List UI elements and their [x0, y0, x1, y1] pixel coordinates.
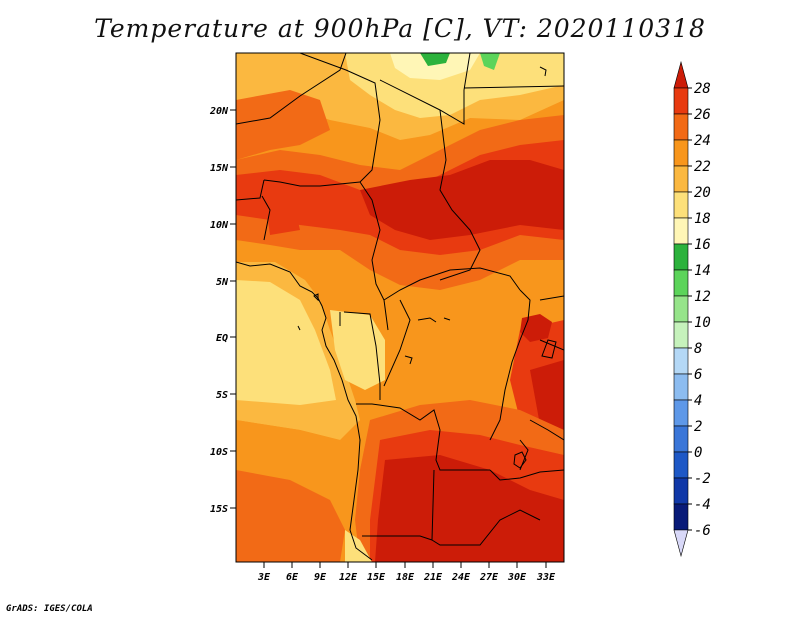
colorbar-swatch — [673, 243, 689, 271]
lat-label: 10S — [210, 447, 228, 458]
lat-label: 15N — [210, 163, 229, 174]
temperature-field — [236, 53, 564, 562]
colorbar-swatch — [673, 503, 689, 531]
lon-label: 12E — [339, 572, 358, 583]
colorbar-swatch — [673, 321, 689, 349]
colorbar-swatch — [673, 269, 689, 297]
colorbar-label: 0 — [694, 445, 702, 461]
colorbar-label: 4 — [694, 393, 702, 409]
lon-label: 33E — [536, 572, 556, 583]
colorbar-label: 14 — [694, 263, 711, 279]
lat-label: EQ — [216, 333, 228, 344]
lon-label: 15E — [367, 572, 386, 583]
colorbar-swatch — [673, 451, 689, 479]
lon-label: 6E — [286, 572, 299, 583]
colorbar-label: -4 — [694, 497, 711, 513]
lat-label: 5S — [216, 390, 228, 401]
colorbar-label: 24 — [694, 133, 711, 149]
country-borders — [236, 53, 564, 561]
colorbar-label: 20 — [694, 185, 711, 201]
lon-label: 24E — [451, 572, 471, 583]
lakes-and-islands — [297, 66, 557, 469]
colorbar-swatch — [673, 529, 689, 558]
grads-credit: GrADS: IGES/COLA — [6, 604, 93, 614]
colorbar-label: 10 — [694, 315, 711, 331]
colorbar-label: -2 — [694, 471, 711, 487]
longitude-axis: 3E 6E 9E 12E 15E 18E 21E 24E 27E 30E 33E — [257, 562, 556, 583]
colorbar-label: 12 — [694, 289, 711, 305]
lon-label: 21E — [423, 572, 443, 583]
colorbar-swatch — [673, 139, 689, 167]
lon-label: 9E — [314, 572, 327, 583]
colorbar-swatch — [673, 113, 689, 141]
colorbar-swatch — [673, 87, 689, 115]
colorbar-label: 16 — [694, 237, 711, 253]
lat-label: 20N — [209, 106, 229, 117]
lat-label: 15S — [210, 504, 228, 515]
colorbar-swatch — [673, 295, 689, 323]
map-frame — [235, 52, 565, 563]
colorbar-swatch — [673, 217, 689, 245]
lon-label: 27E — [479, 572, 499, 583]
colorbar-swatch — [673, 347, 689, 375]
colorbar-swatch — [673, 373, 689, 401]
colorbar-swatch — [673, 477, 689, 505]
lat-label: 5N — [216, 277, 229, 288]
colorbar-label: 8 — [694, 341, 702, 357]
colorbar-label: -6 — [694, 523, 711, 539]
colorbar-label: 6 — [694, 367, 702, 383]
colorbar-label: 28 — [694, 81, 711, 97]
colorbar-swatch — [673, 399, 689, 427]
lat-label: 10N — [210, 220, 229, 231]
latitude-axis: 20N 15N 10N 5N EQ 5S 10S 15S — [209, 106, 236, 515]
colorbar-swatch — [673, 191, 689, 219]
colorbar-swatch — [673, 425, 689, 453]
map-title: Temperature at 900hPa [C], VT: 202011031… — [94, 14, 706, 43]
colorbar-swatch — [673, 165, 689, 193]
lon-label: 30E — [507, 572, 527, 583]
lon-label: 3E — [257, 572, 271, 583]
colorbar-label: 26 — [694, 107, 711, 123]
lon-label: 18E — [396, 572, 415, 583]
colorbar-label: 18 — [694, 211, 711, 227]
colorbar-label: 22 — [694, 159, 711, 175]
colorbar-label: 2 — [694, 419, 702, 435]
colorbar-swatch — [673, 60, 689, 89]
